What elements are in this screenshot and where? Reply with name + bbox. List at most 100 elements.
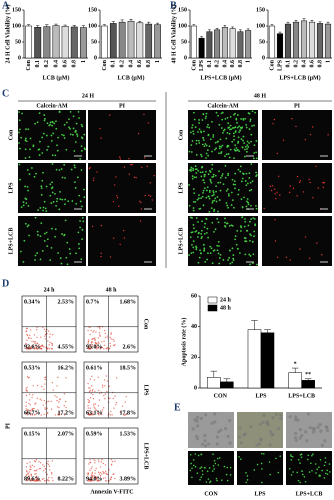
event bbox=[44, 480, 46, 482]
event bbox=[95, 409, 98, 412]
row-label: LPS+LCB bbox=[8, 228, 14, 255]
cell bbox=[191, 177, 194, 180]
event bbox=[104, 385, 106, 387]
cell bbox=[38, 112, 41, 115]
cell bbox=[192, 207, 195, 209]
cell bbox=[252, 253, 255, 256]
event bbox=[98, 461, 100, 463]
x-tick-label: 0.2 bbox=[293, 60, 299, 68]
cell bbox=[211, 194, 214, 197]
cell bbox=[66, 121, 68, 124]
event bbox=[25, 344, 28, 346]
cell bbox=[192, 209, 195, 212]
event bbox=[28, 475, 30, 478]
cell bbox=[202, 189, 205, 192]
cell bbox=[224, 217, 226, 220]
bar bbox=[190, 25, 197, 59]
event bbox=[90, 347, 92, 349]
cell bbox=[190, 462, 192, 465]
event bbox=[37, 478, 39, 480]
event bbox=[43, 477, 45, 480]
event bbox=[47, 400, 50, 403]
error-bar bbox=[270, 24, 274, 26]
event bbox=[104, 398, 106, 400]
x-tick-label: 1 bbox=[325, 60, 331, 63]
cell bbox=[205, 481, 208, 483]
event bbox=[36, 477, 38, 479]
x-tick-label: Con bbox=[26, 59, 32, 70]
event bbox=[95, 467, 97, 470]
cell bbox=[219, 181, 222, 184]
cell bbox=[244, 218, 246, 220]
event bbox=[104, 336, 107, 339]
cell bbox=[22, 201, 25, 203]
cell bbox=[192, 130, 195, 133]
cell bbox=[206, 227, 209, 230]
cell bbox=[73, 150, 76, 152]
event bbox=[41, 385, 43, 388]
cell bbox=[265, 420, 269, 424]
quadrant-value: 92.6% bbox=[24, 344, 41, 350]
event bbox=[98, 479, 101, 482]
legend-swatch bbox=[207, 304, 218, 312]
cell bbox=[75, 202, 78, 205]
event bbox=[26, 470, 28, 472]
cell bbox=[302, 191, 305, 193]
cell bbox=[234, 235, 237, 238]
cell bbox=[249, 233, 251, 236]
event bbox=[25, 479, 28, 481]
event bbox=[46, 473, 48, 476]
event bbox=[32, 394, 34, 396]
cell bbox=[217, 181, 220, 184]
legend-swatch bbox=[207, 296, 218, 304]
error-bar bbox=[192, 24, 196, 26]
cell bbox=[244, 220, 247, 223]
event bbox=[110, 478, 112, 481]
cell bbox=[243, 142, 246, 145]
cell bbox=[51, 227, 53, 230]
cell bbox=[288, 415, 292, 419]
cell bbox=[215, 477, 218, 480]
event bbox=[87, 329, 89, 332]
fluorescence-image bbox=[286, 451, 332, 485]
event bbox=[26, 333, 28, 336]
cell bbox=[68, 248, 71, 250]
cell bbox=[240, 226, 243, 229]
event bbox=[93, 474, 95, 477]
event bbox=[104, 332, 107, 335]
cell bbox=[41, 250, 44, 252]
cell bbox=[224, 117, 227, 120]
event bbox=[106, 346, 109, 349]
error-bar bbox=[102, 24, 106, 26]
cell bbox=[198, 256, 201, 259]
cell bbox=[232, 259, 235, 261]
x-tick-label: CON bbox=[214, 393, 228, 399]
cell bbox=[71, 200, 74, 202]
y-tick-label: 100 bbox=[88, 23, 97, 29]
event bbox=[92, 337, 95, 340]
cell bbox=[191, 124, 194, 127]
error-bar bbox=[326, 21, 330, 25]
event bbox=[101, 346, 104, 349]
x-axis-label: LCB (μM) bbox=[118, 74, 145, 81]
cell bbox=[322, 186, 324, 189]
cell bbox=[64, 219, 67, 222]
cell bbox=[24, 139, 27, 142]
y-tick-label: 50 bbox=[15, 39, 21, 45]
cell bbox=[37, 234, 39, 236]
event bbox=[101, 386, 104, 388]
cell bbox=[57, 136, 59, 139]
cell bbox=[78, 117, 80, 119]
micrograph bbox=[88, 110, 156, 160]
cell bbox=[203, 226, 206, 229]
event bbox=[91, 390, 94, 392]
bar bbox=[245, 30, 252, 59]
event bbox=[97, 376, 99, 378]
event bbox=[106, 390, 108, 393]
cell bbox=[226, 188, 229, 191]
cell bbox=[250, 218, 253, 221]
cell bbox=[35, 172, 37, 175]
event bbox=[38, 344, 40, 346]
event bbox=[92, 393, 94, 396]
cell bbox=[203, 444, 208, 448]
